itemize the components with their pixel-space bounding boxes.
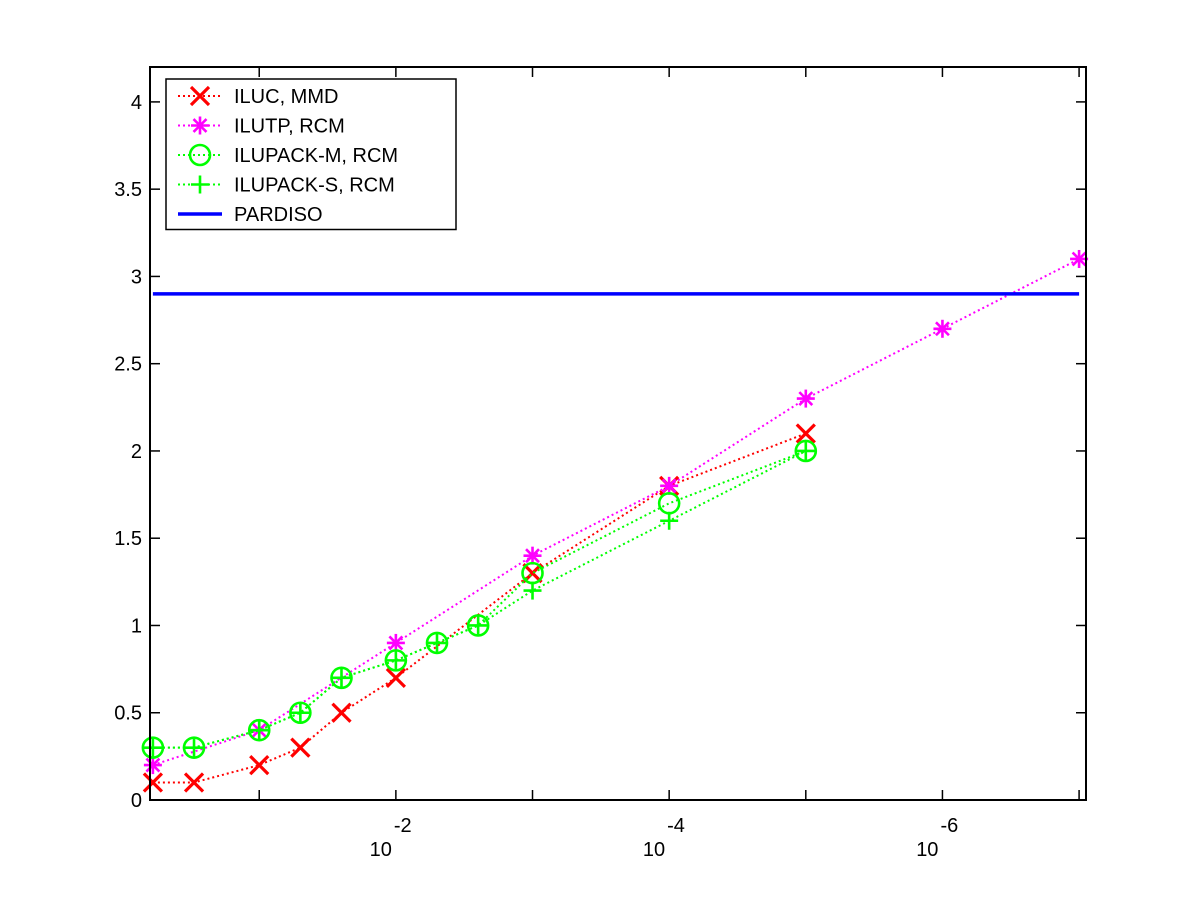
y-tick-label: 0.5	[114, 703, 142, 725]
data-point-ilupack-m-rcm	[247, 718, 271, 742]
data-point-ilupack-m-rcm	[794, 439, 818, 463]
data-point-ilupack-s-rcm	[796, 441, 815, 460]
y-tick-label: 2.5	[114, 354, 142, 376]
data-point-ilupack-s-rcm	[469, 616, 488, 635]
data-point-ilupack-m-rcm	[289, 701, 312, 725]
y-tick-label: 0	[131, 790, 142, 812]
legend-label-ilupack-m-rcm: ILUPACK-M, RCM	[234, 145, 398, 167]
data-point-iluc-mmd-stroke	[142, 772, 164, 793]
data-point-ilutp-rcm-stroke	[145, 757, 161, 773]
y-tick-label: 3	[131, 266, 142, 288]
data-point-ilupack-m-rcm	[384, 649, 408, 672]
legend-marker-iluc-mmd	[189, 85, 211, 107]
legend-marker-ilutp-rcm	[191, 116, 209, 135]
data-point-ilupack-s-rcm	[250, 721, 269, 740]
data-point-ilutp-rcm	[143, 756, 162, 775]
data-point-ilutp-rcm	[660, 476, 679, 495]
legend-label-pardiso: PARDISO	[234, 204, 323, 226]
data-point-ilutp-rcm-stroke	[525, 548, 540, 564]
data-point-ilupack-m-rcm-stroke	[289, 701, 312, 725]
data-point-iluc-mmd	[142, 772, 164, 793]
data-point-iluc-mmd-stroke	[183, 772, 205, 793]
legend-label-ilupack-s-rcm: ILUPACK-S, RCM	[234, 175, 395, 197]
data-point-ilupack-s-rcm	[386, 651, 405, 670]
data-point-ilupack-m-rcm-stroke	[794, 439, 818, 463]
data-point-ilupack-m-rcm-stroke	[141, 736, 165, 759]
data-point-ilupack-s-rcm	[523, 581, 542, 600]
data-point-ilupack-m-rcm-stroke	[247, 718, 271, 742]
y-tick-label: 1.5	[114, 528, 142, 550]
x-tick-label: 10	[370, 839, 392, 861]
legend-label-ilutp-rcm: ILUTP, RCM	[234, 116, 345, 138]
data-point-ilupack-s-rcm	[143, 738, 162, 757]
data-point-iluc-mmd	[795, 423, 816, 444]
data-point-ilutp-rcm	[386, 633, 405, 652]
legend-marker-ilupack-m-rcm	[188, 143, 212, 167]
data-point-iluc-mmd-stroke	[331, 702, 352, 723]
data-point-ilupack-m-rcm-stroke	[384, 649, 408, 672]
x-tick-label: 10	[643, 839, 665, 861]
y-tick-label: 1	[131, 615, 142, 637]
legend-marker-ilutp-rcm-stroke	[192, 118, 208, 133]
y-tick-label: 4	[131, 92, 142, 114]
data-point-iluc-mmd	[385, 667, 406, 688]
legend-label-iluc-mmd: ILUC, MMD	[234, 86, 338, 108]
data-point-iluc-mmd	[331, 702, 352, 723]
data-point-ilupack-s-rcm	[428, 633, 447, 652]
x-tick-label-exponent: -2	[394, 815, 412, 837]
data-point-iluc-mmd	[183, 772, 205, 793]
data-point-ilupack-s-rcm	[185, 738, 204, 757]
data-point-ilupack-s-rcm	[291, 703, 310, 722]
data-point-ilutp-rcm-stroke	[1071, 251, 1087, 267]
legend-marker-ilupack-m-rcm-stroke	[188, 143, 212, 167]
data-point-iluc-mmd-stroke	[795, 423, 816, 444]
data-point-ilutp-rcm	[1070, 249, 1089, 268]
data-point-ilupack-s-rcm	[660, 511, 679, 530]
data-point-ilupack-m-rcm-stroke	[425, 631, 449, 655]
data-point-iluc-mmd-stroke	[249, 754, 270, 776]
data-point-ilutp-rcm-stroke	[388, 635, 404, 651]
data-point-iluc-mmd-stroke	[290, 737, 311, 758]
data-point-ilupack-m-rcm	[330, 666, 353, 690]
data-point-ilutp-rcm-stroke	[935, 321, 950, 337]
series-line-ilupack-s-rcm	[152, 450, 807, 749]
data-point-ilupack-s-rcm	[332, 668, 351, 687]
data-point-ilupack-m-rcm-stroke	[330, 666, 353, 690]
data-point-ilupack-m-rcm-stroke	[466, 614, 490, 637]
plot-frame	[149, 66, 1087, 801]
data-point-ilutp-rcm	[523, 546, 542, 565]
data-point-ilupack-m-rcm	[141, 736, 165, 759]
data-point-iluc-mmd	[290, 737, 311, 758]
y-tick-label: 3.5	[114, 179, 142, 201]
data-point-iluc-mmd	[249, 754, 270, 776]
data-point-ilutp-rcm-stroke	[798, 391, 814, 406]
series-layer	[141, 249, 1089, 793]
data-point-ilupack-m-rcm	[425, 631, 449, 655]
data-point-iluc-mmd-stroke	[385, 667, 406, 688]
y-tick-label: 2	[131, 441, 142, 463]
data-point-ilutp-rcm	[796, 389, 815, 408]
x-tick-label-exponent: -4	[667, 815, 685, 837]
x-tick-label: 10	[916, 839, 938, 861]
legend: ILUC, MMD ILUTP, RCM ILUPACK-M, RCM ILUPACK…	[165, 78, 457, 231]
legend-marker-iluc-mmd-stroke	[189, 85, 211, 107]
legend-marker-ilupack-s-rcm	[191, 175, 209, 194]
data-point-ilupack-m-rcm	[466, 614, 490, 637]
x-tick-label-exponent: -6	[940, 815, 958, 837]
data-point-ilutp-rcm	[933, 319, 952, 338]
data-point-ilutp-rcm-stroke	[661, 478, 677, 494]
